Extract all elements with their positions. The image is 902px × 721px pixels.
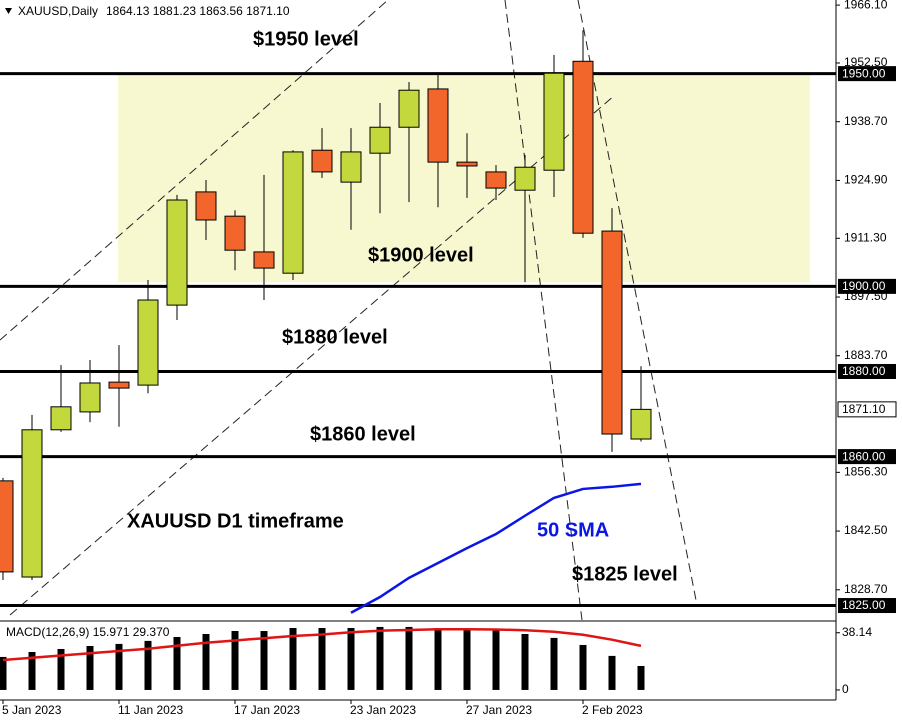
candle-body	[50, 406, 72, 431]
level-label: 1825.00	[842, 598, 886, 612]
y-tick-label: 1828.70	[844, 582, 888, 596]
macd-bar	[86, 646, 94, 690]
candle-body	[137, 299, 159, 386]
sma-label: 50 SMA	[537, 519, 609, 541]
macd-bar	[202, 634, 210, 690]
price-label: 1871.10	[842, 402, 886, 416]
annotation: $1950 level	[253, 28, 359, 50]
candle-body	[456, 161, 478, 167]
candle-body	[195, 191, 217, 221]
x-tick-label: 17 Jan 2023	[234, 703, 300, 717]
trend-line	[0, 0, 389, 341]
candle-body	[601, 230, 623, 435]
level-label: 1900.00	[842, 279, 886, 293]
level-label-box	[838, 278, 896, 294]
annotation: $1860 level	[310, 423, 416, 445]
x-tick-label: 5 Jan 2023	[2, 703, 62, 717]
candle-body	[398, 89, 420, 128]
x-tick-label: 11 Jan 2023	[118, 703, 183, 717]
macd-bar	[289, 628, 297, 690]
candle-body	[572, 60, 594, 234]
level-label: 1860.00	[842, 449, 886, 463]
macd-bar	[579, 644, 587, 690]
y-tick-label: 38.14	[842, 625, 872, 639]
y-tick-label: 1938.70	[844, 114, 888, 128]
macd-bar	[231, 631, 239, 690]
level-label: 1950.00	[842, 66, 886, 80]
ohlc-text: 1864.13 1881.23 1863.56 1871.10	[106, 4, 290, 18]
candle-body	[0, 480, 14, 573]
macd-bar	[376, 626, 384, 690]
trend-lines	[0, 0, 697, 620]
level-label-box	[838, 66, 896, 82]
trend-line	[504, 0, 583, 620]
level-label-box	[838, 449, 896, 465]
candle-body	[427, 88, 449, 163]
macd-bar	[405, 626, 413, 690]
macd-bar	[144, 640, 152, 690]
candle-body	[630, 408, 652, 440]
candle-body	[340, 151, 362, 183]
level-label-box	[838, 363, 896, 379]
level-label-box	[838, 598, 896, 614]
annotation: $1825 level	[572, 563, 678, 585]
y-tick-label: 1883.70	[844, 348, 888, 362]
annotation: $1900 level	[368, 244, 474, 266]
symbol: XAUUSD,Daily	[18, 4, 98, 18]
candle-body	[253, 251, 275, 269]
menu-arrow	[5, 8, 12, 14]
y-tick-label: 1952.50	[844, 55, 888, 69]
macd-bar	[521, 634, 529, 690]
macd-bar	[463, 628, 471, 690]
macd-bar	[434, 628, 442, 690]
macd-bar	[28, 652, 36, 690]
macd-bar	[260, 631, 268, 690]
annotation: XAUUSD D1 timeframe	[127, 510, 344, 532]
y-tick-label: 1911.30	[844, 230, 887, 244]
macd-bar	[57, 649, 65, 690]
annotation: $1880 level	[282, 326, 388, 348]
macd-bar	[608, 655, 616, 690]
x-tick-label: 27 Jan 2023	[466, 703, 532, 717]
macd-bar	[637, 665, 645, 690]
candle-body	[224, 215, 246, 251]
candle-body	[166, 199, 188, 306]
y-tick-label: 1966.10	[844, 0, 888, 11]
candle-body	[369, 126, 391, 154]
candle-body	[514, 166, 536, 191]
sma-line	[350, 482, 642, 614]
y-tick-label: 1842.50	[844, 523, 888, 537]
candle-body	[543, 72, 565, 171]
y-tick-label: 1924.90	[844, 173, 888, 187]
y-tick-label: 1856.30	[844, 465, 888, 479]
trend-line	[577, 0, 697, 601]
candle-body	[108, 381, 130, 389]
signal-line	[2, 627, 642, 662]
level-label: 1880.00	[842, 364, 886, 378]
macd-bar	[0, 656, 7, 690]
y-tick-label: 0	[842, 682, 849, 696]
price-label-box	[837, 401, 897, 418]
candle-body	[282, 151, 304, 274]
candle-body	[21, 429, 43, 578]
macd-bar	[347, 628, 355, 690]
trend-line	[9, 94, 616, 616]
candle-body	[485, 171, 507, 189]
candle-body	[79, 382, 101, 413]
x-tick-label: 23 Jan 2023	[350, 703, 416, 717]
macd-bar	[173, 637, 181, 690]
x-tick-label: 2 Feb 2023	[582, 703, 643, 717]
macd-bar	[492, 629, 500, 690]
macd-bar	[115, 643, 123, 690]
macd-bar	[318, 628, 326, 690]
macd-bar	[550, 637, 558, 690]
candle-body	[311, 149, 333, 173]
macd-label: MACD(12,26,9) 15.971 29.370	[6, 625, 170, 639]
